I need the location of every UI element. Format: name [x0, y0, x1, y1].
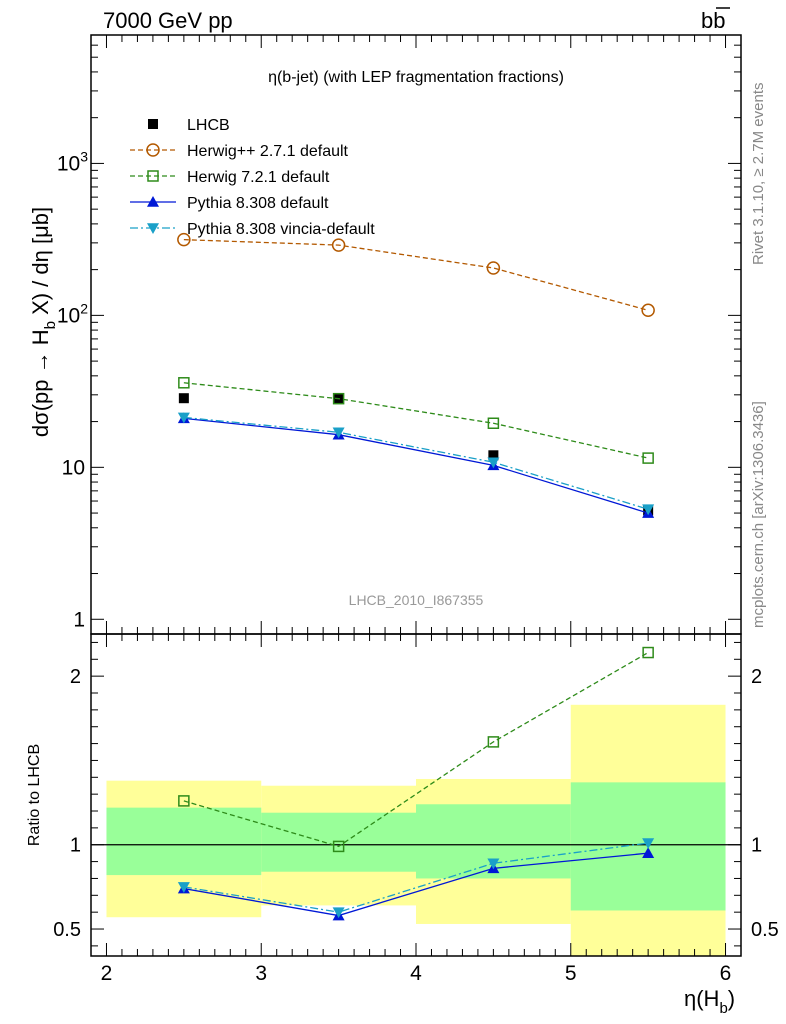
- legend-marker: [147, 170, 159, 182]
- ratio-y-tick-label-right: 0.5: [751, 919, 779, 941]
- main-y-tick-label: 10: [62, 456, 85, 479]
- x-tick-label: 5: [565, 962, 577, 985]
- main-y-axis-label: dσ(pp → Hb X) / dη [μb]: [28, 207, 59, 437]
- legend-marker: [148, 119, 158, 129]
- main-y-tick-label: 103: [57, 148, 88, 175]
- series-line: [183, 417, 649, 514]
- data-point: [487, 417, 500, 429]
- ratio-series-line: [183, 852, 649, 917]
- header-right-b: b: [701, 8, 713, 33]
- legend-marker: [147, 223, 159, 234]
- ratio-y-tick-label-right: 2: [751, 666, 762, 688]
- legend-label: Pythia 8.308 vincia-default: [187, 221, 375, 238]
- ratio-point: [487, 736, 500, 748]
- series-line: [183, 238, 649, 311]
- rivet-label: Rivet 3.1.10, ≥ 2.7M events: [750, 83, 767, 266]
- header-left: 7000 GeV pp: [103, 8, 233, 33]
- ratio-content: 0.5 0.5 1 1 2 2 2 3 4 5 6: [53, 633, 779, 985]
- data-point: [642, 504, 655, 516]
- legend-marker: [146, 143, 160, 157]
- ratio-point: [642, 838, 655, 850]
- data-point: [332, 427, 345, 439]
- data-point: [642, 452, 654, 464]
- series-line: [183, 416, 649, 510]
- header-right: bb: [701, 8, 726, 33]
- main-y-tick-label: 1: [73, 608, 85, 631]
- series-line: [183, 382, 649, 459]
- ratio-panel: 0.5 0.5 1 1 2 2 2 3 4 5 6 Ratio to LHCB η(Hb): [26, 633, 779, 1017]
- data-point: [487, 457, 500, 469]
- ratio-point: [642, 847, 655, 858]
- analysis-label: LHCB_2010_I867355: [349, 592, 484, 608]
- uncertainty-band: [106, 807, 262, 876]
- ratio-y-tick-label: 2: [70, 666, 81, 688]
- legend-label: Herwig++ 2.7.1 default: [187, 143, 349, 160]
- x-tick-label: 2: [101, 962, 113, 985]
- ratio-point: [178, 795, 190, 807]
- ratio-point: [332, 840, 345, 853]
- x-tick-label: 4: [410, 962, 422, 985]
- data-point: [486, 261, 501, 275]
- ratio-point: [177, 882, 190, 893]
- x-tick-label: 6: [720, 962, 732, 985]
- ratio-y-tick-label: 1: [70, 835, 81, 857]
- legend-label: Herwig 7.2.1 default: [187, 169, 330, 186]
- data-point: [332, 392, 345, 405]
- mcplots-label: mcplots.cern.ch [arXiv:1306.3436]: [750, 401, 767, 628]
- ratio-y-tick-label-right: 1: [751, 835, 762, 857]
- data-point: [178, 377, 190, 389]
- ratio-series-line: [183, 651, 649, 848]
- header-right-bbar: b: [713, 8, 725, 33]
- x-axis-label: η(Hb): [684, 986, 735, 1017]
- legend: LHCB Herwig++ 2.7.1 default Herwig 7.2.1 d…: [130, 117, 375, 238]
- ratio-point: [487, 858, 500, 870]
- main-y-tick-label: 102: [57, 300, 88, 327]
- data-point: [177, 232, 191, 247]
- main-content: 1 10 102 103: [57, 34, 742, 635]
- uncertainty-band: [261, 812, 416, 872]
- ratio-y-tick-label: 0.5: [53, 919, 81, 941]
- legend-marker: [147, 196, 159, 207]
- data-point: [641, 303, 655, 318]
- chart-title: η(b-jet) (with LEP fragmentation fractio…: [268, 69, 564, 86]
- legend-label: Pythia 8.308 default: [187, 195, 329, 212]
- legend-label: LHCB: [187, 117, 230, 134]
- ratio-y-axis-label: Ratio to LHCB: [26, 744, 43, 846]
- data-point: [178, 393, 189, 404]
- data-point: [331, 238, 346, 252]
- data-point: [177, 412, 190, 424]
- data-point: [488, 450, 499, 461]
- main-panel: 1 10 102 103 η(b-jet) (with LEP fragmentati…: [28, 34, 742, 635]
- x-tick-label: 3: [255, 962, 267, 985]
- ratio-point: [332, 907, 345, 919]
- ratio-point: [642, 646, 654, 659]
